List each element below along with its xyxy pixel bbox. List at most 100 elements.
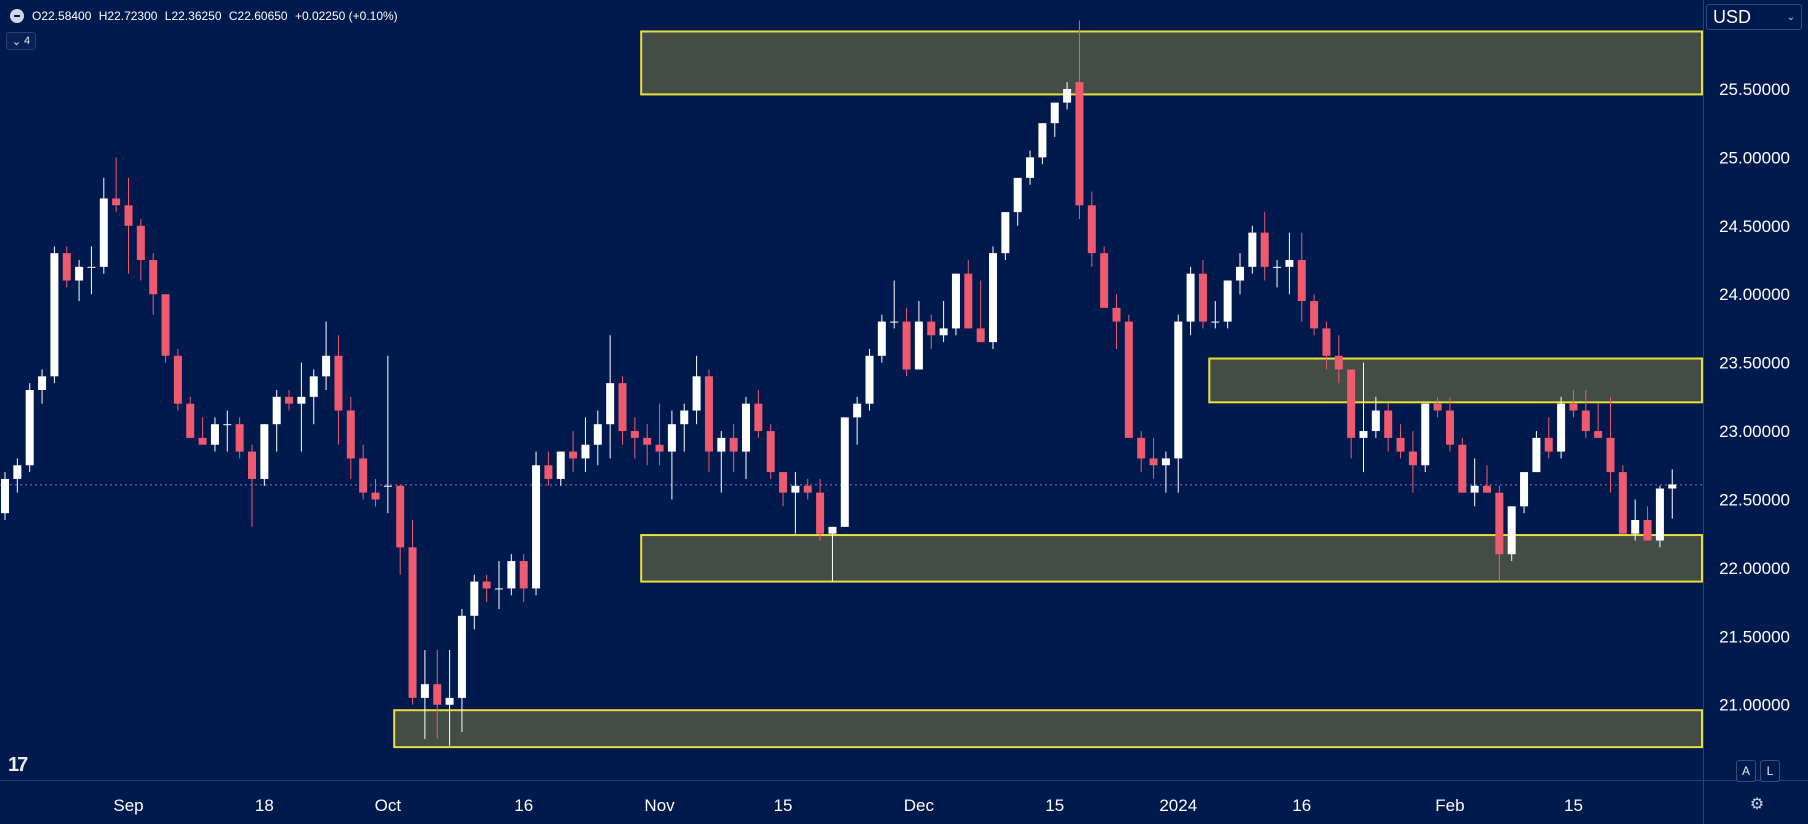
- candle-body: [149, 260, 158, 295]
- candle-body: [1643, 520, 1652, 541]
- candle-body: [951, 273, 960, 329]
- candle-body: [717, 437, 726, 452]
- candle-body: [1236, 266, 1244, 281]
- candle-body: [297, 396, 306, 404]
- candle-body: [655, 444, 664, 452]
- candle-body: [272, 396, 281, 425]
- candle-body: [1359, 431, 1368, 438]
- candle-body: [1075, 82, 1084, 206]
- chevron-down-icon: ⌄: [1786, 11, 1795, 23]
- candle-body: [1631, 520, 1640, 534]
- candle-body: [742, 403, 750, 452]
- candle-body: [457, 615, 466, 698]
- candle-body: [643, 437, 652, 445]
- collapse-legend-icon[interactable]: [10, 9, 24, 23]
- price-tick-label: 24.50000: [1719, 217, 1790, 236]
- candle-body: [470, 581, 479, 616]
- candle-body: [729, 437, 738, 452]
- candle-body: [1223, 280, 1232, 322]
- candle-body: [1569, 403, 1578, 411]
- candle-body: [1174, 321, 1183, 459]
- candle-body: [1285, 260, 1294, 267]
- candle-body: [1087, 205, 1096, 254]
- time-tick-label: 15: [1564, 796, 1583, 815]
- candle-body: [1137, 437, 1146, 459]
- close-value: C22.60650: [228, 9, 288, 23]
- candle-body: [1433, 403, 1442, 411]
- candle-body: [62, 253, 71, 281]
- candle-body: [1581, 410, 1590, 432]
- time-tick-label: Feb: [1435, 796, 1464, 815]
- candle-body: [1655, 488, 1664, 541]
- price-tick-label: 25.00000: [1719, 148, 1790, 167]
- candle-body: [1458, 444, 1467, 493]
- candle-body: [1371, 410, 1380, 432]
- candle-body: [680, 410, 689, 425]
- candle-body: [1211, 321, 1220, 323]
- candle-body: [1495, 492, 1504, 555]
- candle-body: [1421, 403, 1430, 466]
- candle-body: [1594, 431, 1603, 438]
- currency-select[interactable]: USD ⌄: [1706, 4, 1802, 30]
- change-value: +0.02250 (+0.10%): [294, 9, 398, 23]
- candle-body: [976, 328, 985, 343]
- gear-icon[interactable]: ⚙: [1749, 796, 1765, 813]
- price-tick-label: 21.00000: [1719, 696, 1790, 715]
- candle-body: [1013, 177, 1022, 213]
- auto-scale-label: A: [1741, 764, 1750, 778]
- candle-body: [1384, 410, 1393, 438]
- candle-body: [989, 253, 997, 343]
- candle-body: [791, 485, 800, 493]
- candle-body: [210, 424, 219, 445]
- candle-body: [569, 451, 578, 459]
- candle-body: [383, 485, 392, 487]
- candle-body: [223, 424, 232, 426]
- time-tick-label: 15: [774, 796, 793, 815]
- price-tick-label: 22.50000: [1719, 490, 1790, 509]
- candle-body: [75, 266, 84, 281]
- low-value: L22.36250: [164, 9, 222, 23]
- candle-body: [532, 465, 541, 589]
- candle-body: [1260, 232, 1269, 267]
- candle-body: [186, 403, 195, 438]
- indicators-toggle-button[interactable]: ⌄ 4: [6, 32, 36, 50]
- log-scale-button[interactable]: L: [1760, 760, 1780, 782]
- candle-body: [618, 383, 627, 432]
- auto-scale-button[interactable]: A: [1736, 760, 1756, 782]
- candle-body: [1124, 321, 1133, 438]
- candle-body: [1483, 485, 1491, 493]
- tradingview-logo-icon[interactable]: 17: [8, 754, 28, 776]
- candle-body: [593, 424, 602, 445]
- time-tick-label: 18: [255, 796, 274, 815]
- candle-body: [1557, 403, 1566, 452]
- candle-body: [1470, 485, 1479, 493]
- candle-body: [853, 403, 862, 418]
- candle-body: [1606, 437, 1615, 473]
- candle-body: [13, 465, 22, 479]
- candle-body: [1038, 123, 1047, 158]
- candle-body: [334, 355, 343, 411]
- price-tick-label: 23.00000: [1719, 422, 1790, 441]
- candle-body: [1618, 472, 1627, 534]
- candle-body: [865, 355, 874, 404]
- candle-body: [840, 417, 849, 527]
- time-tick-label: Nov: [644, 796, 675, 815]
- candle-body: [1507, 506, 1516, 555]
- indicator-count: 4: [24, 35, 31, 47]
- candle-body: [25, 390, 34, 466]
- price-tick-label: 22.00000: [1719, 559, 1790, 578]
- price-tick-label: 24.00000: [1719, 285, 1790, 304]
- candle-body: [890, 321, 899, 323]
- candle-body: [1310, 301, 1319, 329]
- zone-0: [640, 30, 1704, 96]
- candle-body: [87, 266, 96, 268]
- price-tick-label: 25.50000: [1719, 80, 1790, 99]
- candle-body: [766, 431, 775, 473]
- candle-body: [1544, 437, 1553, 452]
- candle-body: [754, 403, 763, 432]
- chevron-down-icon: ⌄: [11, 35, 22, 48]
- candle-body: [1520, 472, 1529, 507]
- ohlc-values: O22.58400 H22.72300 L22.36250 C22.60650 …: [32, 8, 402, 24]
